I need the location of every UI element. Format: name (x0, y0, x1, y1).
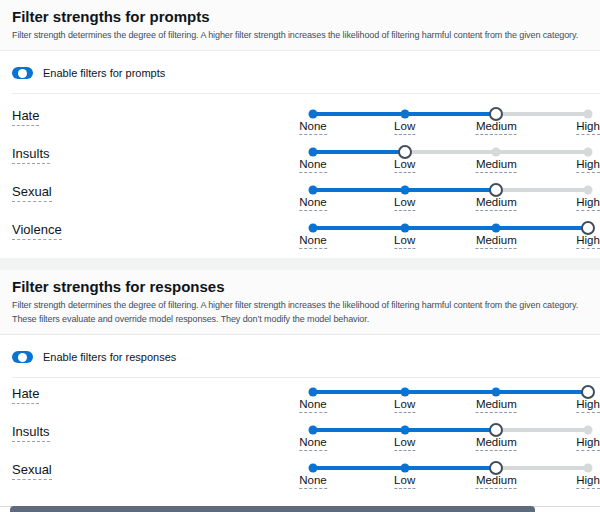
responses-section-header: Filter strengths for responses Filter st… (0, 270, 600, 335)
slider-stop-dot[interactable] (400, 464, 409, 473)
toggle-knob-icon (18, 353, 27, 362)
slider-stop-dot[interactable] (309, 186, 318, 195)
section-description: Filter strength determines the degree of… (12, 28, 588, 42)
prompts-section-header: Filter strengths for prompts Filter stre… (0, 0, 600, 51)
slider-handle[interactable] (581, 221, 595, 235)
filter-row-sexual: Sexual None Low Medium High (12, 182, 600, 220)
slider-tick-label[interactable]: None (299, 120, 327, 135)
slider-tick-label[interactable]: Medium (476, 436, 517, 451)
slider-handle[interactable] (489, 107, 503, 121)
slider-tick-label[interactable]: High (576, 474, 600, 489)
slider-stop-dot[interactable] (309, 110, 318, 119)
slider-stop-dot[interactable] (309, 388, 318, 397)
slider-tick-label[interactable]: None (299, 158, 327, 173)
slider-stop-dot[interactable] (584, 110, 593, 119)
filter-category-label[interactable]: Hate (12, 106, 39, 126)
filter-category-label[interactable]: Insults (12, 422, 50, 442)
section-description: Filter strength determines the degree of… (12, 298, 588, 326)
slider-tick-label[interactable]: Low (394, 158, 415, 173)
slider-fill (313, 226, 592, 230)
slider-stop-dot[interactable] (584, 426, 593, 435)
section-title: Filter strengths for responses (12, 278, 588, 296)
slider-tick-label[interactable]: Low (394, 120, 415, 135)
filter-category-label[interactable]: Hate (12, 384, 39, 404)
slider-tick-label[interactable]: Low (394, 398, 415, 413)
filter-strength-slider[interactable]: NoneLowMediumHigh (308, 182, 600, 214)
filter-category-label[interactable]: Sexual (12, 182, 52, 202)
slider-tick-label[interactable]: High (576, 196, 600, 211)
slider-handle[interactable] (489, 461, 503, 475)
slider-tick-label[interactable]: High (576, 120, 600, 135)
slider-tick-label[interactable]: Medium (476, 234, 517, 249)
slider-tick-label[interactable]: None (299, 196, 327, 211)
horizontal-scrollbar-thumb[interactable] (10, 506, 535, 512)
section-title: Filter strengths for prompts (12, 8, 588, 26)
enable-response-filters-row: Enable filters for responses (12, 349, 600, 365)
slider-stop-dot[interactable] (584, 464, 593, 473)
slider-tick-label[interactable]: Medium (476, 120, 517, 135)
filter-strength-slider[interactable]: NoneLowMediumHigh (308, 460, 600, 492)
filter-row-hate: Hate None Low Medium High (12, 384, 600, 422)
slider-tick-label[interactable]: High (576, 158, 600, 173)
slider-stop-dot[interactable] (584, 186, 593, 195)
slider-tick-label[interactable]: Medium (476, 158, 517, 173)
filter-row-violence: Violence None Low Medium High (12, 220, 600, 258)
slider-stop-dot[interactable] (400, 110, 409, 119)
filter-category-label[interactable]: Insults (12, 144, 50, 164)
slider-tick-label[interactable]: None (299, 436, 327, 451)
slider-stop-dot[interactable] (584, 148, 593, 157)
slider-stop-dot[interactable] (400, 186, 409, 195)
toggle-label: Enable filters for prompts (43, 67, 165, 79)
slider-tick-label[interactable]: None (299, 234, 327, 249)
slider-tick-label[interactable]: Low (394, 436, 415, 451)
slider-tick-label[interactable]: None (299, 474, 327, 489)
slider-tick-label[interactable]: Low (394, 234, 415, 249)
slider-handle[interactable] (398, 145, 412, 159)
enable-prompt-filters-row: Enable filters for prompts (12, 65, 600, 81)
filter-row-hate: Hate None Low Medium High (12, 106, 600, 144)
filter-strengths-for-prompts-section: Filter strengths for prompts Filter stre… (0, 0, 600, 258)
slider-tick-label[interactable]: None (299, 398, 327, 413)
slider-tick-label[interactable]: Low (394, 474, 415, 489)
toggle-label: Enable filters for responses (43, 351, 176, 363)
enable-prompt-filters-toggle[interactable] (12, 67, 33, 79)
slider-tick-label[interactable]: Medium (476, 474, 517, 489)
filter-row-sexual: Sexual None Low Medium High (12, 460, 600, 498)
slider-tick-label[interactable]: High (576, 398, 600, 413)
filter-strength-slider[interactable]: NoneLowMediumHigh (308, 422, 600, 454)
slider-handle[interactable] (581, 385, 595, 399)
slider-stop-dot[interactable] (400, 224, 409, 233)
slider-stop-dot[interactable] (400, 426, 409, 435)
filter-row-insults: Insults None Low Medium High (12, 144, 600, 182)
slider-stop-dot[interactable] (492, 224, 501, 233)
filter-strength-slider[interactable]: NoneLowMediumHigh (308, 144, 600, 176)
slider-stop-dot[interactable] (309, 148, 318, 157)
filter-strength-slider[interactable]: NoneLowMediumHigh (308, 384, 600, 416)
slider-stop-dot[interactable] (309, 464, 318, 473)
filter-category-label[interactable]: Sexual (12, 460, 52, 480)
slider-handle[interactable] (489, 423, 503, 437)
slider-stop-dot[interactable] (492, 148, 501, 157)
slider-stop-dot[interactable] (492, 388, 501, 397)
slider-tick-label[interactable]: Medium (476, 398, 517, 413)
slider-stop-dot[interactable] (309, 224, 318, 233)
slider-fill (313, 150, 409, 154)
slider-handle[interactable] (489, 183, 503, 197)
filter-category-label[interactable]: Violence (12, 220, 62, 240)
filter-row-insults: Insults None Low Medium High (12, 422, 600, 460)
slider-fill (313, 390, 592, 394)
filter-strength-slider[interactable]: NoneLowMediumHigh (308, 220, 600, 252)
filter-strength-slider[interactable]: NoneLowMediumHigh (308, 106, 600, 138)
slider-tick-label[interactable]: High (576, 234, 600, 249)
slider-tick-label[interactable]: Low (394, 196, 415, 211)
slider-stop-dot[interactable] (309, 426, 318, 435)
toggle-knob-icon (18, 69, 27, 78)
slider-tick-label[interactable]: High (576, 436, 600, 451)
filter-strengths-for-responses-section: Filter strengths for responses Filter st… (0, 270, 600, 512)
slider-tick-label[interactable]: Medium (476, 196, 517, 211)
slider-stop-dot[interactable] (400, 388, 409, 397)
enable-response-filters-toggle[interactable] (12, 351, 33, 363)
